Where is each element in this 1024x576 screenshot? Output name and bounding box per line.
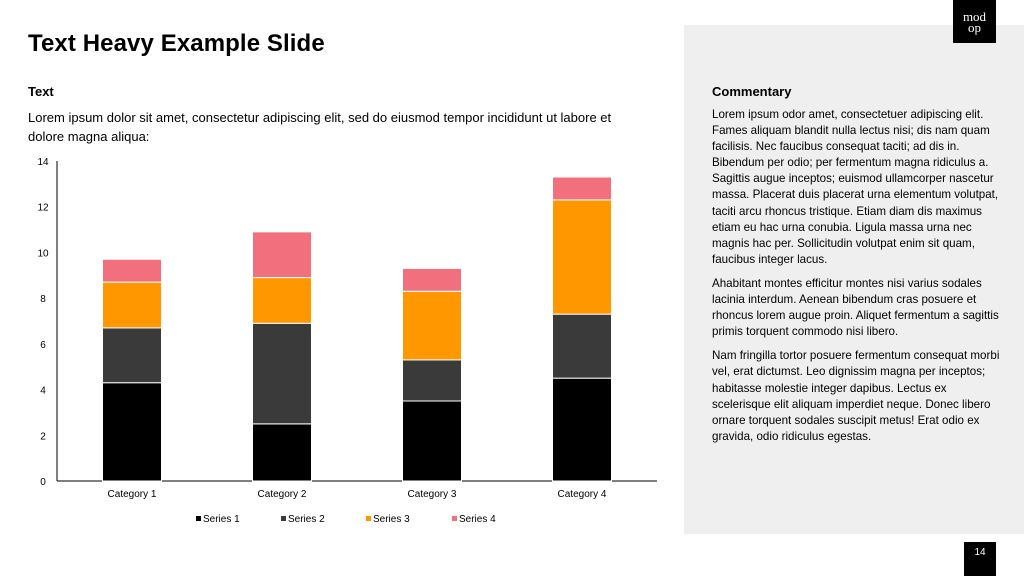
bar-segment	[552, 377, 612, 482]
page-number: 14	[964, 542, 996, 576]
bar-segment	[252, 231, 312, 279]
legend-swatch	[196, 516, 201, 521]
x-tick-label: Category 3	[408, 489, 457, 500]
text-section-heading: Text	[28, 84, 54, 99]
legend-label: Series 1	[203, 514, 240, 525]
legend-swatch	[366, 516, 371, 521]
y-tick-label: 4	[40, 386, 46, 397]
bar-segment	[102, 382, 162, 482]
y-tick-label: 14	[37, 157, 49, 168]
bar-segment	[402, 290, 462, 361]
brand-logo: mod op	[953, 0, 996, 43]
commentary-paragraph: Lorem ipsum odor amet, consectetuer adip…	[712, 108, 999, 266]
stacked-bar-chart: 0 2 4 6 8 10 12 14 Category 1 Category 2 Category …	[37, 157, 657, 525]
bar-segment	[102, 281, 162, 329]
bar-segment	[402, 400, 462, 482]
slide-title: Text Heavy Example Slide	[28, 30, 325, 57]
commentary-paragraph: Ahabitant montes efficitur montes nisi v…	[712, 276, 999, 339]
text-section-body: Lorem ipsum dolor sit amet, consectetur …	[28, 110, 612, 144]
y-tick-label: 10	[37, 248, 49, 259]
y-tick-label: 12	[37, 203, 49, 214]
bar-segment	[102, 258, 162, 283]
legend-label: Series 3	[373, 514, 410, 525]
y-tick-label: 0	[40, 477, 46, 488]
bar-segment	[552, 313, 612, 379]
bar-segment	[102, 327, 162, 384]
bar-segment	[252, 277, 312, 324]
legend-swatch	[281, 516, 286, 521]
commentary-panel	[684, 25, 1024, 534]
bar-segment	[252, 322, 312, 425]
legend-swatch	[452, 516, 457, 521]
x-tick-label: Category 1	[108, 489, 157, 500]
y-tick-label: 8	[40, 294, 46, 305]
y-tick-label: 2	[40, 431, 46, 442]
bar-segment	[402, 359, 462, 402]
commentary-paragraph: Nam fringilla tortor posuere fermentum c…	[712, 349, 1000, 443]
x-tick-label: Category 2	[258, 489, 307, 500]
commentary-heading: Commentary	[712, 84, 792, 99]
y-tick-label: 6	[40, 340, 46, 351]
legend-label: Series 2	[288, 514, 325, 525]
bar-segment	[552, 199, 612, 315]
legend-label: Series 4	[459, 514, 496, 525]
bar-segment	[252, 423, 312, 482]
x-tick-label: Category 4	[558, 489, 607, 500]
commentary-body: Lorem ipsum odor amet, consectetuer adip…	[712, 107, 1004, 453]
bar-segment	[552, 176, 612, 201]
bar-segment	[402, 267, 462, 292]
logo-line-1: mod	[962, 8, 987, 24]
logo-line-2: op	[968, 19, 981, 35]
